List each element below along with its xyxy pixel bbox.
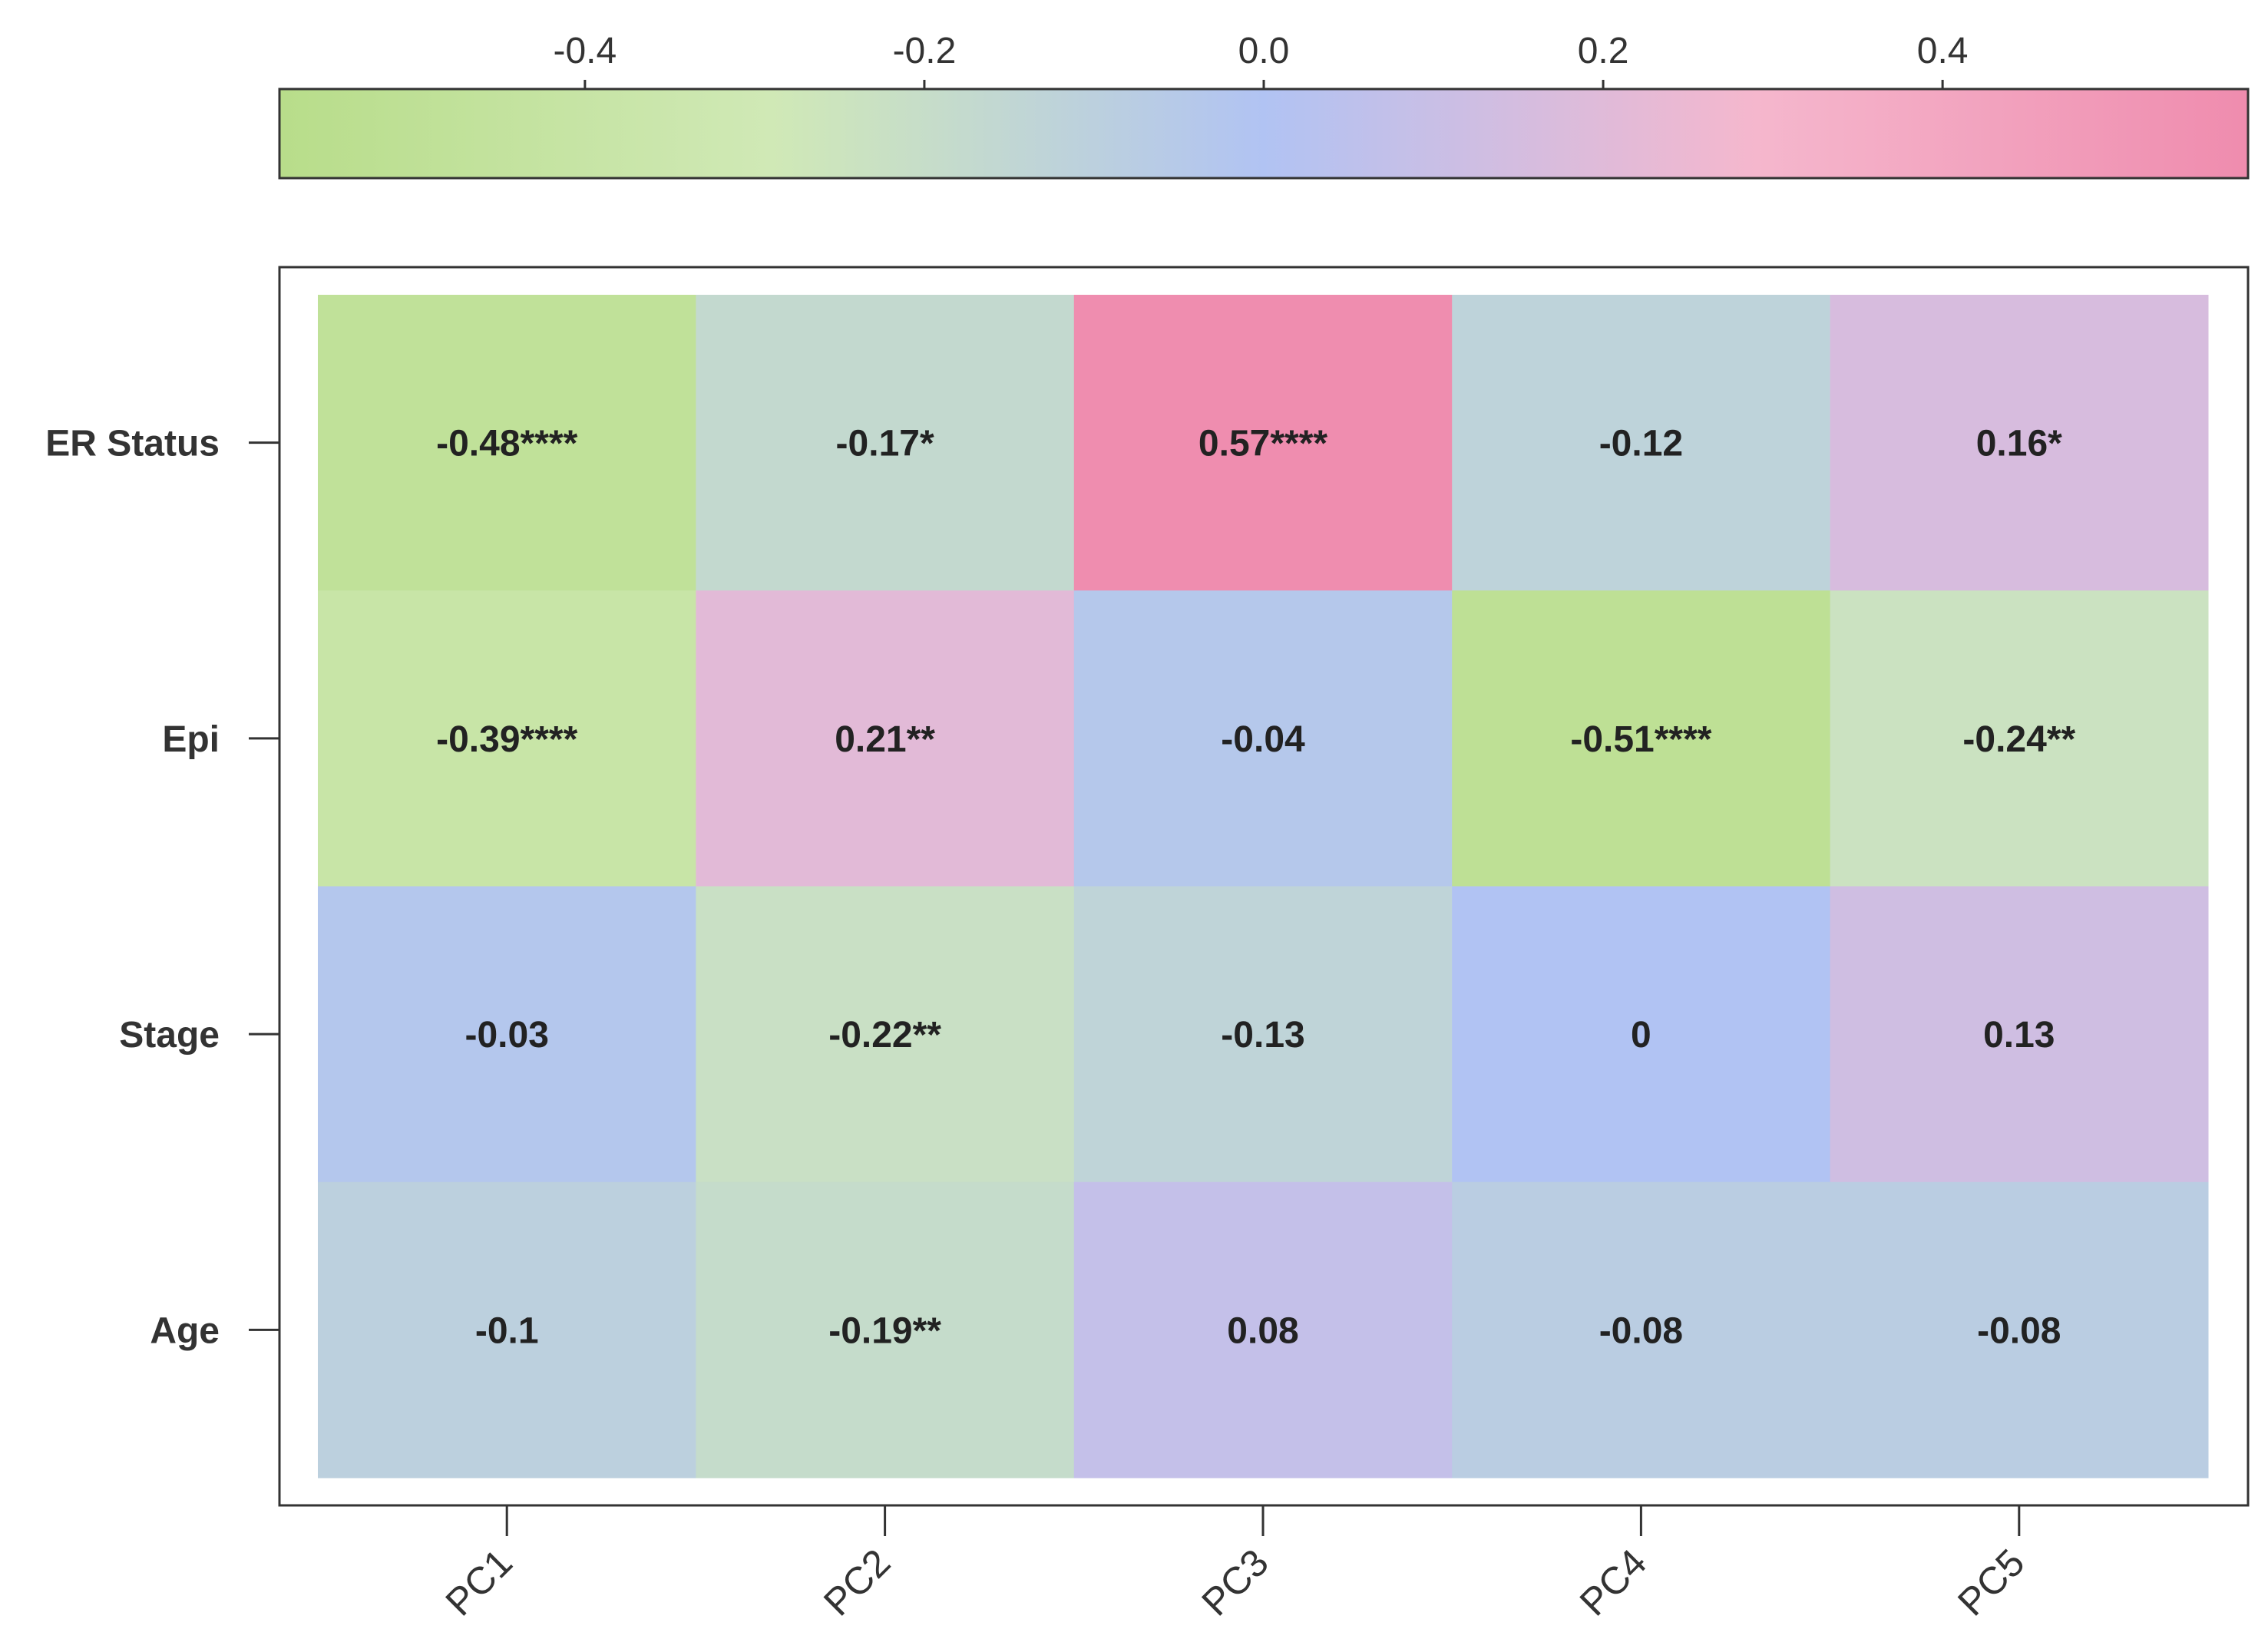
- colorbar: -0.4 -0.2 0.0 0.2 0.4: [278, 31, 2250, 180]
- cell-value-label: -0.39****: [436, 719, 577, 760]
- heatmap-cell: [318, 295, 696, 591]
- cell-value-label: -0.03: [465, 1015, 548, 1056]
- x-axis-tick-label: PC2: [815, 1541, 898, 1624]
- heatmap-cell: [1073, 886, 1453, 1183]
- heatmap-cell: [696, 295, 1075, 591]
- heatmap-cell: [1452, 886, 1831, 1183]
- cell-value-label: 0.21**: [835, 719, 935, 760]
- cell-value-label: -0.13: [1221, 1015, 1304, 1056]
- heatmap-cell: [1830, 1181, 2209, 1479]
- cell-value-label: 0.08: [1227, 1310, 1298, 1351]
- cell-value-label: -0.51****: [1570, 719, 1711, 760]
- heatmap-cell: [318, 1181, 696, 1479]
- colorbar-ticks: -0.4 -0.2 0.0 0.2 0.4: [554, 31, 1969, 89]
- cell-value-label: 0.13: [1983, 1015, 2055, 1056]
- heatmap-cell: [1073, 1181, 1453, 1479]
- colorbar-tick-label: 0.2: [1578, 31, 1629, 71]
- cell-value-label: -0.17*: [836, 424, 934, 464]
- colorbar-tick-label: -0.2: [893, 31, 957, 71]
- heatmap-cells: -0.48**** -0.17* 0.57**** -0.12 0.16* -0.39**…: [318, 295, 2209, 1479]
- cell-value-label: -0.22**: [828, 1015, 941, 1056]
- heatmap-cell: [1452, 1181, 1831, 1479]
- cell-value-label: -0.08: [1977, 1310, 2061, 1351]
- cell-value-label: 0.16*: [1976, 424, 2062, 464]
- heatmap-cell: [1830, 295, 2209, 591]
- x-axis: PC1 PC2 PC3 PC4 PC5: [438, 1505, 2033, 1624]
- y-axis-tick-label: Stage: [119, 1015, 220, 1056]
- heatmap-cell: [1073, 295, 1453, 591]
- heatmap-cell: [696, 886, 1075, 1183]
- colorbar-tick-label: -0.4: [554, 31, 617, 71]
- colorbar-gradient: [278, 88, 2250, 180]
- heatmap-cell: [1452, 590, 1831, 887]
- heatmap-cell: [318, 590, 696, 887]
- x-axis-tick-label: PC5: [1949, 1541, 2032, 1624]
- cell-value-label: -0.08: [1599, 1310, 1683, 1351]
- y-axis-tick-label: Age: [150, 1310, 220, 1351]
- heatmap-cell: [1452, 295, 1831, 591]
- x-axis-tick-label: PC1: [438, 1541, 521, 1624]
- heatmap-cell: [1073, 590, 1453, 887]
- colorbar-tick-label: 0.0: [1238, 31, 1290, 71]
- cell-value-label: -0.24**: [1962, 719, 2075, 760]
- heatmap-cell: [696, 1181, 1075, 1479]
- colorbar-tick-label: 0.4: [1917, 31, 1969, 71]
- cell-value-label: -0.48****: [436, 424, 577, 464]
- heatmap-cell: [696, 590, 1075, 887]
- cell-value-label: -0.04: [1221, 719, 1305, 760]
- y-axis-tick-label: Epi: [162, 719, 220, 760]
- y-axis-tick-label: ER Status: [45, 424, 220, 464]
- x-axis-tick-label: PC3: [1193, 1541, 1276, 1624]
- cell-value-label: -0.12: [1599, 424, 1683, 464]
- heatmap-cell: [318, 886, 696, 1183]
- heatmap-cell: [1830, 886, 2209, 1183]
- cell-value-label: -0.19**: [828, 1310, 941, 1351]
- x-axis-tick-label: PC4: [1572, 1541, 1655, 1624]
- cell-value-label: -0.1: [475, 1310, 539, 1351]
- y-axis: ER Status Epi Stage Age: [45, 424, 279, 1351]
- heatmap-cell: [1830, 590, 2209, 887]
- cell-value-label: 0.57****: [1198, 424, 1327, 464]
- cell-value-label: 0: [1631, 1015, 1651, 1056]
